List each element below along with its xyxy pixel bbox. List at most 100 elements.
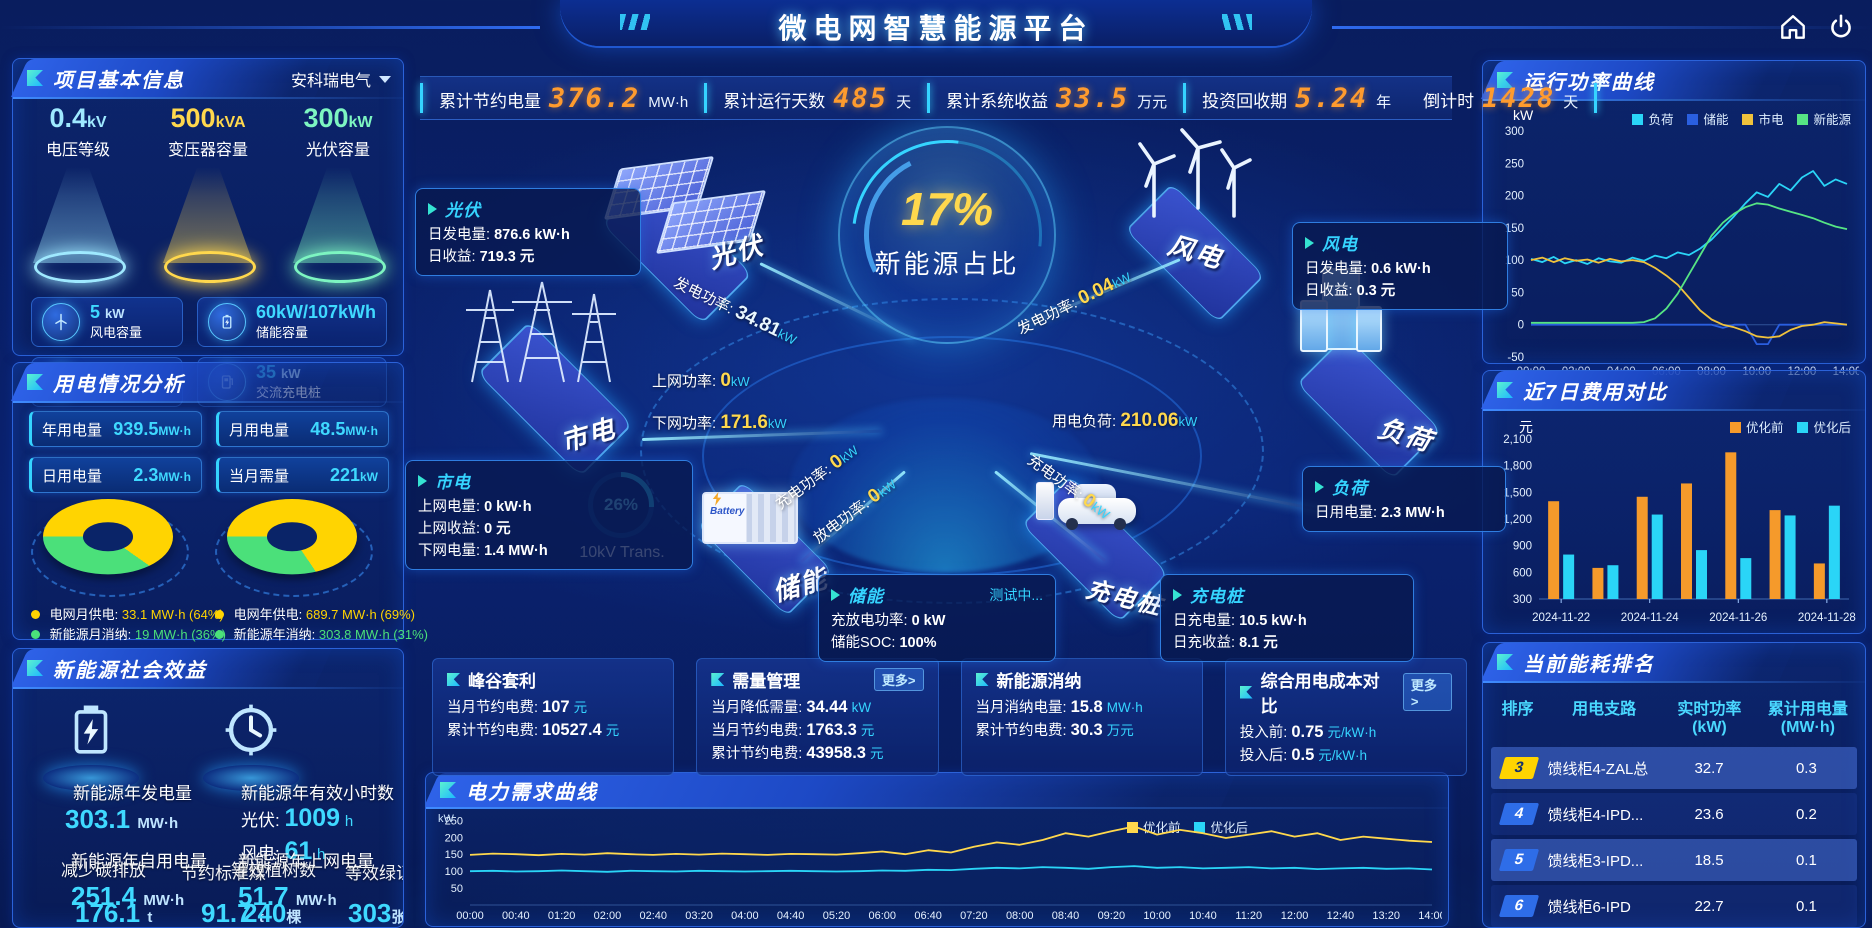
panel-corner-icon xyxy=(1497,382,1513,398)
benefit-row: 当月节约电费: 1763.3 元 xyxy=(711,721,875,739)
legend-item: 电网月供电: 33.1 MW·h (64%) xyxy=(31,605,224,625)
rank-badge: 4 xyxy=(1499,803,1540,825)
app-header: 微电网智慧能源平台 xyxy=(0,0,1872,54)
svg-text:03:20: 03:20 xyxy=(685,910,713,922)
svg-text:12:00: 12:00 xyxy=(1281,910,1309,922)
column-header: 排序 xyxy=(1501,701,1534,718)
svg-text:-50: -50 xyxy=(1507,352,1524,364)
legend-label: 电网年供电: xyxy=(233,607,303,622)
panel-corner-icon xyxy=(1239,685,1253,699)
y-axis-unit: kW xyxy=(438,813,454,825)
capacity-cone: 0.4kV 电压等级 xyxy=(18,103,138,293)
table-row[interactable]: 5 馈线柜3-IPD... 18.5 0.1 xyxy=(1491,839,1857,881)
svg-text:04:40: 04:40 xyxy=(777,910,805,922)
more-button[interactable]: 更多> xyxy=(873,668,924,691)
svg-text:11:20: 11:20 xyxy=(1235,910,1262,922)
wind-turbine-icon xyxy=(42,303,80,341)
cone-value: 300kW xyxy=(303,103,373,133)
svg-text:00:40: 00:40 xyxy=(502,910,530,922)
panel-project-info: 项目基本信息 安科瑞电气 0.4kV 电压等级 500kVA 变压器容量 300… xyxy=(12,58,404,407)
svg-text:06:40: 06:40 xyxy=(914,910,942,922)
svg-text:250: 250 xyxy=(1505,158,1524,170)
chevron-right-icon xyxy=(1315,480,1324,493)
rank-badge: 5 xyxy=(1499,849,1540,871)
storage-info-box: 储能 测试中... 充放电功率: 0 kW 储能SOC: 100% xyxy=(818,574,1056,662)
mini-panel-title: 综合用电成本对比 xyxy=(1260,672,1380,716)
title-decor-left xyxy=(620,14,650,30)
table-row[interactable]: 4 馈线柜4-IPD... 23.6 0.2 xyxy=(1491,793,1857,835)
branch-name: 馈线柜4-ZAL总 xyxy=(1547,760,1649,778)
kpi-bar: 累计节约电量 376.2 MW·h 累计运行天数 485 天累计系统收益 33.5… xyxy=(420,76,1598,120)
svg-text:50: 50 xyxy=(451,883,463,895)
transmission-tower-icon xyxy=(466,281,616,383)
trees-label: 等效植树数 xyxy=(231,861,316,880)
svg-text:2024-11-22: 2024-11-22 xyxy=(1532,612,1590,624)
kpi-item: 累计系统收益 33.5 万元 xyxy=(930,83,1183,114)
hours-wind: 风电: 61 h xyxy=(241,837,326,865)
info-row: 日发电量: 0.6 kW·h xyxy=(1305,261,1431,277)
cert-label: 等效绿证数 xyxy=(345,864,403,883)
panel-corner-icon xyxy=(27,660,43,676)
card-value: 5 kW xyxy=(90,301,125,322)
info-row: 上网收益: 0 元 xyxy=(418,521,511,537)
svg-text:12:40: 12:40 xyxy=(1327,910,1355,922)
info-row: 日收益: 719.3 元 xyxy=(428,249,535,265)
info-box-title: 充电桩 xyxy=(1190,587,1244,606)
chevron-down-icon xyxy=(379,75,391,83)
company-select[interactable]: 安科瑞电气 xyxy=(291,67,391,91)
svg-text:1,800: 1,800 xyxy=(1503,461,1532,473)
table-row[interactable]: 3 馈线柜4-ZAL总 32.7 0.3 xyxy=(1491,747,1857,789)
benefit-panel: 综合用电成本对比 更多> 投入前: 0.75 元/kW·h 投入后: 0.5 元/kW… xyxy=(1224,658,1467,776)
cone-value: 0.4kV xyxy=(49,103,107,133)
realtime-power: 23.6 xyxy=(1694,805,1724,823)
load-platform xyxy=(1296,334,1442,480)
legend-item: 新能源年消纳: 303.8 MW·h (31%) xyxy=(215,625,428,645)
kpi-label: 累计节约电量 xyxy=(439,91,541,111)
kpi-item: 投资回收期 5.24 年 xyxy=(1186,83,1407,114)
legend-value: 19 MW·h (36%) xyxy=(134,627,226,642)
legend-item: 新能源 xyxy=(1797,109,1851,128)
total-energy: 0.1 xyxy=(1795,851,1817,869)
table-row[interactable]: 6 馈线柜6-IPD 22.7 0.1 xyxy=(1491,885,1857,927)
info-row: 日充收益: 8.1 元 xyxy=(1173,635,1278,651)
mini-panel-title: 需量管理 xyxy=(732,672,801,691)
column-header: 用电支路 xyxy=(1572,701,1637,718)
center-bubble: 17% 新能源占比 xyxy=(813,101,1081,369)
svg-text:09:20: 09:20 xyxy=(1098,910,1126,922)
capacity-cone: 300kW 光伏容量 xyxy=(278,103,398,293)
panel-title: 近7日费用对比 xyxy=(1523,381,1669,404)
cost-compare-chart: 2,100 1,800 1,500 1,200 900 600 300 2024-11-22 2… xyxy=(1487,433,1859,630)
charger-info-box: 充电桩 日充电量: 10.5 kW·h 日充收益: 8.1 元 xyxy=(1160,574,1414,662)
donut-legend: 电网月供电: 33.1 MW·h (64%) 新能源月消纳: 19 MW·h (… xyxy=(31,605,226,645)
realtime-power: 18.5 xyxy=(1694,851,1724,869)
chevron-right-icon xyxy=(1173,588,1182,601)
svg-text:06:00: 06:00 xyxy=(869,910,897,922)
generation-pedestal xyxy=(31,701,151,791)
benefit-row: 累计节约电费: 43958.3 元 xyxy=(711,744,884,762)
svg-text:13:20: 13:20 xyxy=(1372,910,1400,922)
legend-item: 新能源月消纳: 19 MW·h (36%) xyxy=(31,625,226,645)
donut-chart xyxy=(215,499,377,599)
svg-text:250: 250 xyxy=(445,815,463,827)
svg-text:2,100: 2,100 xyxy=(1503,434,1532,446)
benefit-row: 当月消纳电量: 15.8 MW·h xyxy=(975,698,1143,716)
gen-value: 303.1 MW·h xyxy=(65,804,179,834)
donut-chart xyxy=(31,499,193,599)
legend-value: 33.1 MW·h (64%) xyxy=(121,607,224,622)
benefit-panel: 峰谷套利 当月节约电费: 107 元累计节约电费: 10527.4 元 xyxy=(432,658,675,776)
svg-text:2024-11-28: 2024-11-28 xyxy=(1798,612,1856,624)
panel-energy-ranking: 当前能耗排名 排序 用电支路 实时功率 (kW) 累计用电量 (MW·h) 3 馈线柜4-… xyxy=(1482,642,1866,928)
wind-turbine-icon xyxy=(1138,128,1252,218)
svg-text:1,200: 1,200 xyxy=(1503,514,1532,526)
home-icon[interactable] xyxy=(1778,12,1808,47)
hours-pedestal xyxy=(191,701,311,791)
capacity-cone: 500kVA 变压器容量 xyxy=(148,103,268,293)
flow-grid-down: 下网功率: 171.6kW xyxy=(652,412,787,433)
flow-load-power: 用电负荷: 210.06kW xyxy=(1052,410,1198,431)
panel-corner-icon xyxy=(27,70,43,86)
info-box-title: 风电 xyxy=(1322,235,1358,254)
more-button[interactable]: 更多> xyxy=(1402,673,1452,711)
stat-value: 48.5MW·h xyxy=(310,418,378,439)
power-icon[interactable] xyxy=(1826,12,1856,47)
capacity-card: 5 kW 风电容量 xyxy=(31,297,183,347)
